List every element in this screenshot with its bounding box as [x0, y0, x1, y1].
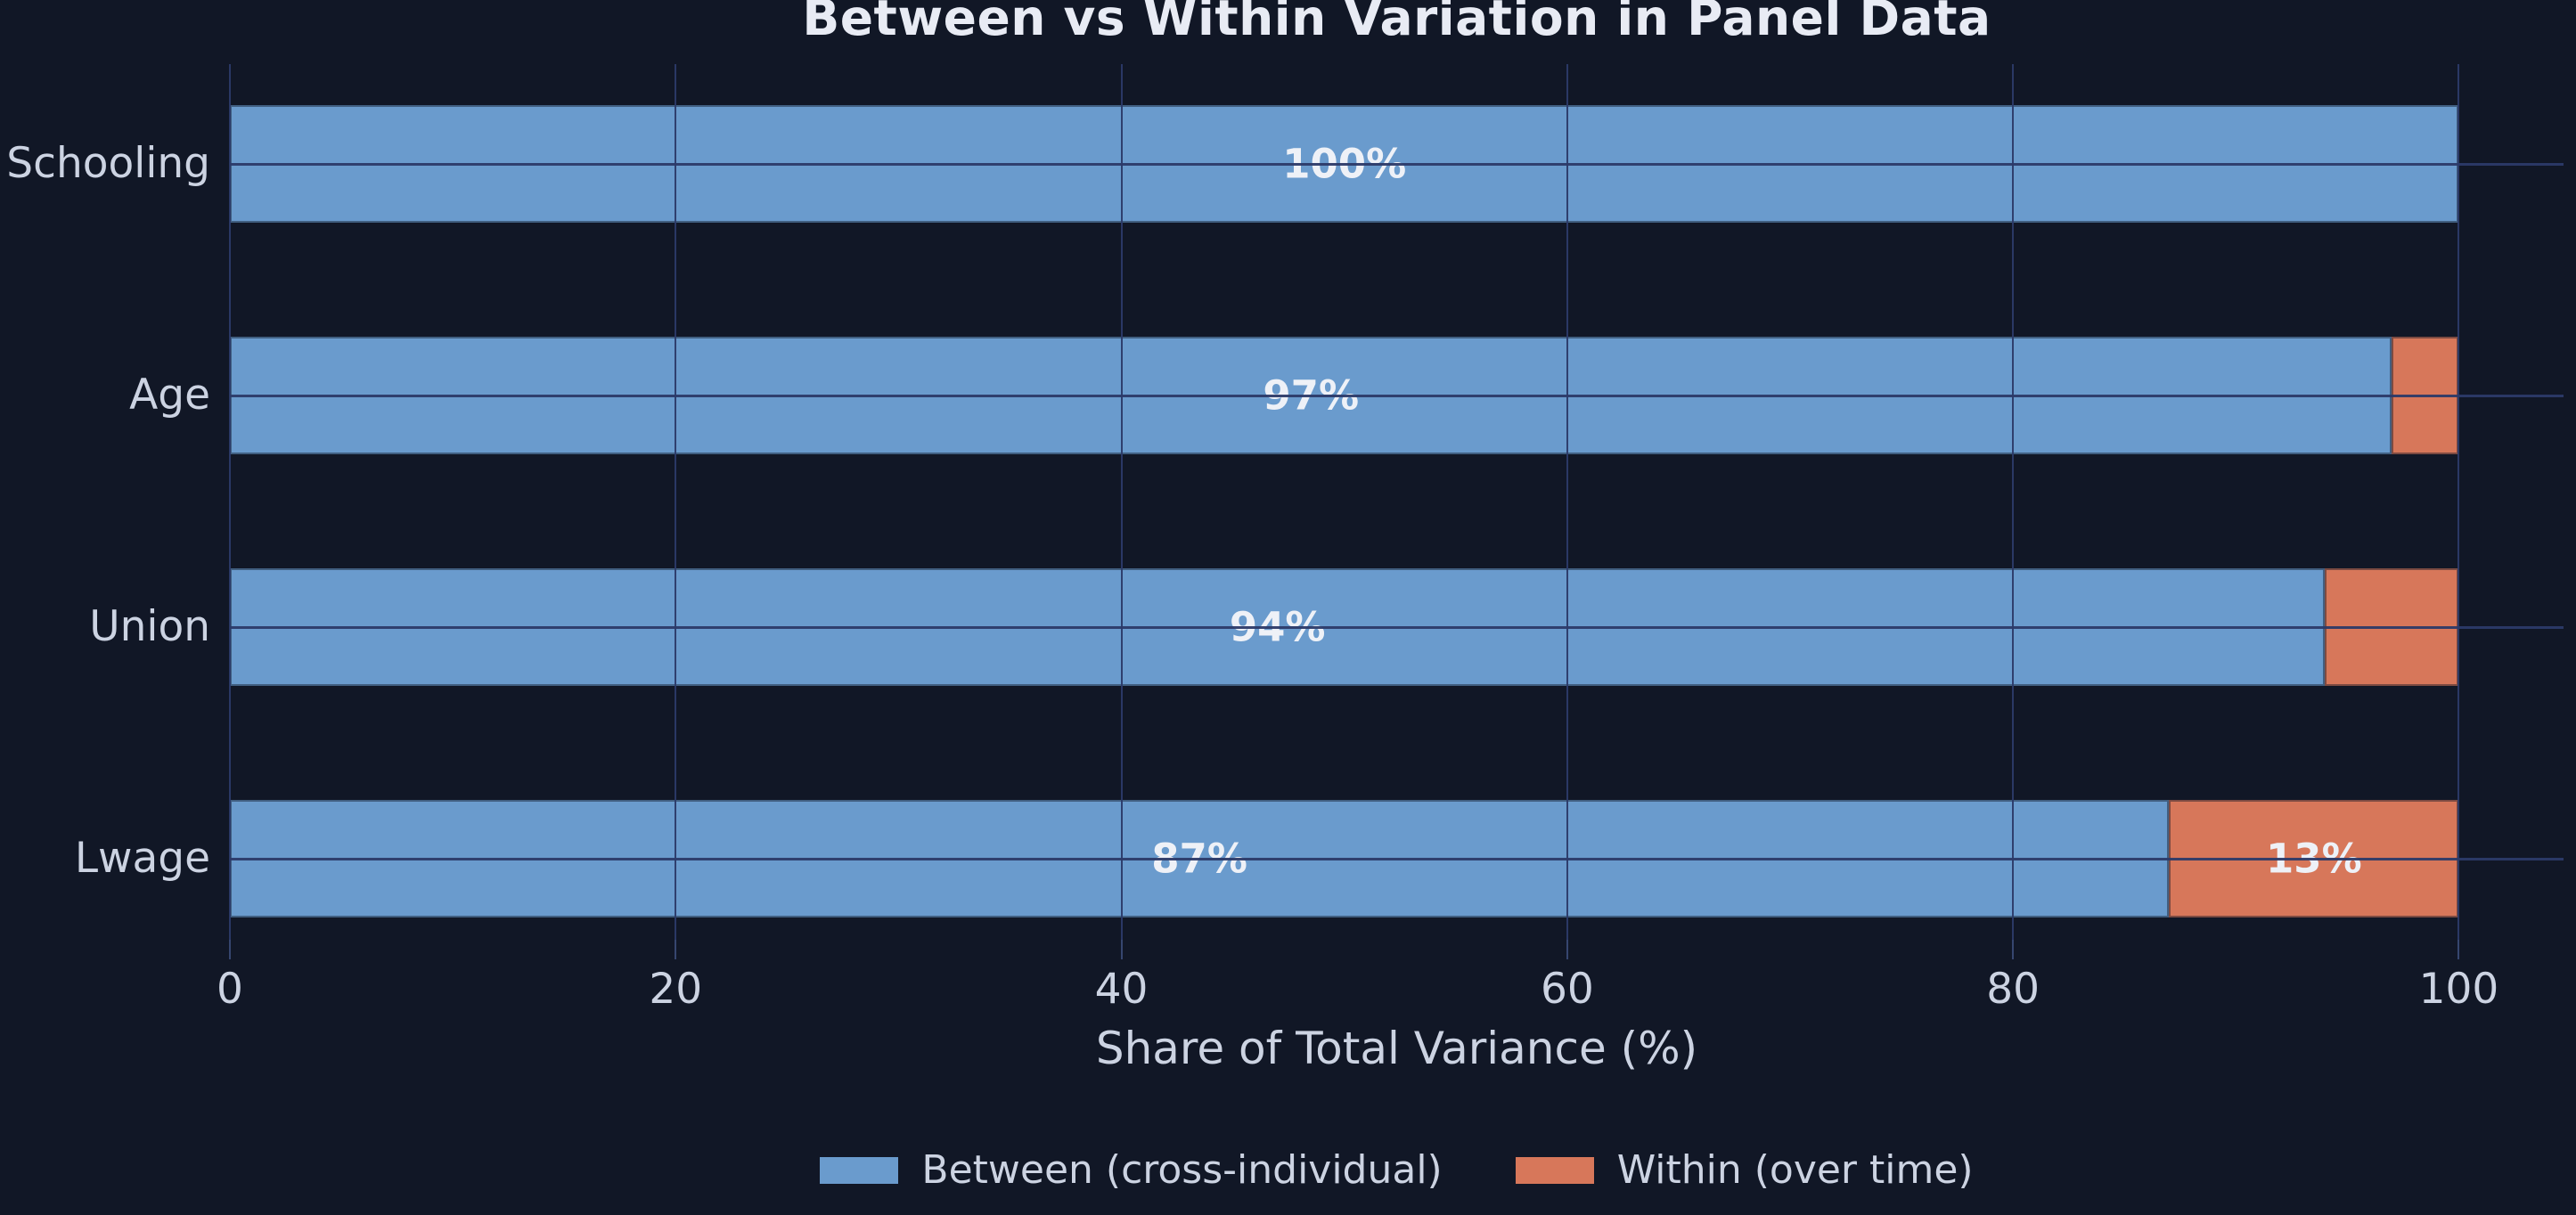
- x-tick-label-60: 60: [1540, 965, 1594, 1014]
- y-axis-label-lwage: Lwage: [74, 834, 210, 883]
- x-tick-60: [1566, 940, 1568, 959]
- x-axis-title: Share of Total Variance (%): [1095, 1023, 1698, 1074]
- grid-line-y-age: [230, 394, 2564, 397]
- grid-line-x-60: [1566, 64, 1568, 940]
- grid-line-x-20: [675, 64, 677, 940]
- x-tick-0: [229, 940, 231, 959]
- x-tick-100: [2457, 940, 2460, 959]
- x-tick-80: [2012, 940, 2015, 959]
- grid-line-x-100: [2457, 64, 2460, 940]
- grid-line-y-schooling: [230, 162, 2564, 166]
- legend: Between (cross-individual) Within (over …: [230, 1147, 2564, 1193]
- legend-label-within: Within (over time): [1616, 1147, 1974, 1193]
- legend-item-between: Between (cross-individual): [820, 1147, 1443, 1193]
- grid-line-y-lwage: [230, 857, 2564, 860]
- legend-item-within: Within (over time): [1515, 1147, 1974, 1193]
- x-tick-label-40: 40: [1094, 965, 1149, 1014]
- x-tick-label-0: 0: [217, 965, 243, 1014]
- legend-swatch-within-icon: [1515, 1156, 1594, 1184]
- grid-line-x-40: [1120, 64, 1123, 940]
- y-axis-labels: Schooling Age Union Lwage: [0, 64, 210, 940]
- x-tick-40: [1120, 940, 1123, 959]
- grid-line-y-union: [230, 625, 2564, 629]
- x-tick-label-100: 100: [2418, 965, 2499, 1014]
- legend-label-between: Between (cross-individual): [921, 1147, 1443, 1193]
- x-tick-20: [675, 940, 677, 959]
- y-axis-label-age: Age: [129, 371, 210, 420]
- x-tick-label-20: 20: [649, 965, 703, 1014]
- grid-line-x-0: [229, 64, 231, 940]
- x-tick-label-80: 80: [1986, 965, 2040, 1014]
- y-axis-label-union: Union: [89, 602, 210, 651]
- y-axis-label-schooling: Schooling: [6, 139, 210, 188]
- chart-title: Between vs Within Variation in Panel Dat…: [802, 0, 1991, 46]
- legend-swatch-between-icon: [820, 1156, 899, 1184]
- plot-area: 100% 97% 94% 87% 13%: [229, 64, 2564, 940]
- grid-line-x-80: [2012, 64, 2015, 940]
